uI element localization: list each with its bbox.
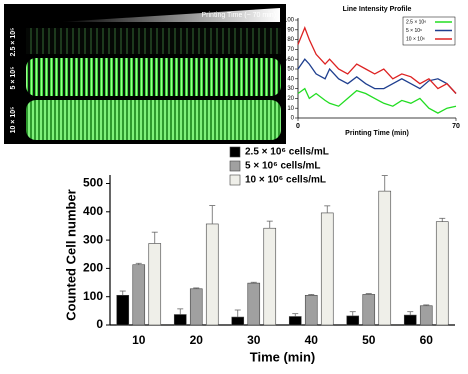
x-tick-label: 40 (305, 333, 319, 347)
line-series (297, 26, 457, 94)
y-tick-label: 500 (83, 176, 103, 190)
y-tick-label: 90 (287, 27, 294, 33)
chart-title: Line Intensity Profile (343, 6, 412, 13)
y-tick-label: 40 (287, 76, 294, 82)
y-tick-label: 60 (287, 57, 294, 63)
y-tick-label: 80 (287, 37, 294, 43)
y-axis-label: Counted Cell number (63, 189, 78, 320)
y-tick-label: 50 (287, 67, 294, 73)
bar (378, 190, 392, 326)
image-row (26, 28, 281, 54)
error-bar (250, 281, 257, 284)
image-panel: Printing Time (~ 70 min) 2.5 × 10⁵ 5 × 1… (4, 4, 286, 144)
bar (435, 221, 449, 326)
bar (403, 314, 417, 326)
x-tick-label: 20 (190, 333, 204, 347)
y-tick-label: 10 (287, 106, 294, 112)
bar (419, 305, 433, 326)
legend-swatch (229, 160, 241, 172)
legend-label: 10 × 10⁶ cells/mL (245, 175, 326, 186)
bar (288, 316, 302, 326)
legend-label: 5 × 10⁶ (406, 28, 422, 34)
error-bar (135, 262, 142, 265)
error-bar (151, 231, 158, 244)
row-label: 2.5 × 10⁵ (10, 28, 17, 57)
error-bar (177, 308, 184, 315)
y-tick-label: 200 (83, 261, 103, 275)
time-label: Printing Time (~ 70 min) (202, 12, 277, 19)
x-tick-label: 50 (362, 333, 376, 347)
legend-label: 2.5 × 10⁶ (406, 19, 426, 25)
error-bar (439, 217, 446, 222)
error-bar (324, 205, 331, 213)
bar (205, 223, 219, 326)
x-tick-label: 70 (452, 123, 460, 130)
y-tick-label: 400 (83, 204, 103, 218)
error-bar (234, 309, 241, 318)
y-tick-label: 100 (284, 18, 295, 24)
bar (231, 316, 245, 326)
error-bar (365, 293, 372, 295)
bar (346, 315, 360, 326)
x-axis-label: Printing Time (min) (345, 130, 409, 137)
error-bar (193, 287, 200, 289)
bar (304, 294, 318, 326)
bar (263, 227, 277, 326)
image-row (26, 100, 281, 140)
x-tick-label: 30 (247, 333, 261, 347)
legend-label: 10 × 10⁶ (406, 36, 425, 42)
legend-label: 5 × 10⁶ cells/mL (245, 161, 320, 172)
bar (247, 282, 261, 326)
x-tick-label: 0 (296, 123, 300, 130)
y-tick-label: 0 (291, 116, 295, 122)
row-label: 10 × 10⁵ (10, 107, 17, 134)
bar (132, 264, 146, 326)
x-axis-label: Time (min) (250, 349, 316, 364)
row-label: 5 × 10⁵ (10, 67, 17, 90)
y-tick-label: 70 (287, 47, 294, 53)
bar (362, 294, 376, 326)
y-tick-label: 0 (96, 317, 103, 331)
bar (173, 314, 187, 326)
error-bar (423, 304, 430, 306)
legend-swatch (229, 146, 241, 158)
error-bar (209, 205, 216, 224)
bar (320, 212, 334, 326)
time-wedge (60, 8, 280, 22)
line-series (297, 58, 457, 94)
y-axis-label: Intensity (282, 58, 288, 80)
legend-label: 2.5 × 10⁶ cells/mL (245, 147, 329, 158)
error-bar (308, 294, 315, 296)
x-tick-label: 60 (420, 333, 434, 347)
error-bar (119, 290, 126, 296)
error-bar (292, 313, 299, 317)
error-bar (349, 311, 356, 316)
x-tick-label: 10 (132, 333, 146, 347)
y-tick-label: 100 (83, 289, 103, 303)
y-tick-label: 30 (287, 86, 294, 92)
error-bar (381, 175, 388, 192)
image-row (26, 58, 281, 96)
y-tick-label: 20 (287, 96, 294, 102)
bar (116, 294, 130, 326)
bar (189, 288, 203, 326)
error-bar (407, 311, 414, 316)
line-series (297, 87, 457, 114)
y-tick-label: 300 (83, 232, 103, 246)
legend-swatch (229, 174, 241, 186)
bar (148, 243, 162, 326)
error-bar (266, 220, 273, 229)
